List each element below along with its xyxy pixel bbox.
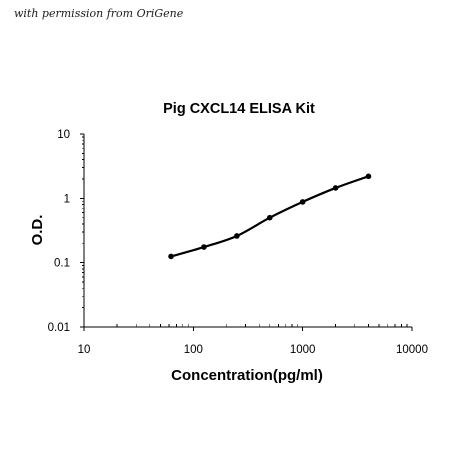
y-tick-label: 10 <box>57 129 70 141</box>
watermark-text: with permission from OriGene <box>14 7 184 20</box>
data-point <box>201 244 207 250</box>
data-point <box>168 253 174 260</box>
x-tick-label: 1000 <box>290 344 316 356</box>
x-axis-label: Concentration(pg/ml) <box>171 367 323 384</box>
x-tick-label: 10 <box>78 344 91 356</box>
plot-area <box>168 173 372 260</box>
data-point <box>234 233 240 239</box>
x-tick-label: 100 <box>184 344 203 356</box>
data-point <box>332 185 339 191</box>
chart-title: Pig CXCL14 ELISA Kit <box>163 101 315 117</box>
data-point <box>365 173 372 180</box>
tick-labels: 0.01 0.1 1 10 10 100 1000 10000 <box>48 129 428 356</box>
y-axis-label: O.D. <box>29 215 46 246</box>
data-point <box>266 214 273 221</box>
axes <box>80 133 413 331</box>
y-tick-label: 0.1 <box>54 258 70 270</box>
y-tick-label: 0.01 <box>48 322 70 334</box>
x-tick-label: 10000 <box>396 344 428 356</box>
y-tick-label: 1 <box>64 193 70 205</box>
data-point <box>299 199 306 205</box>
